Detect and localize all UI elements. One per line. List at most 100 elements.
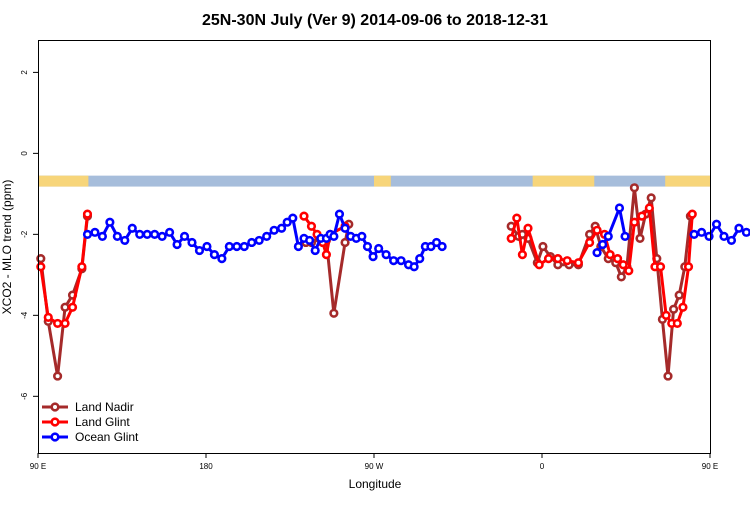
data-point — [62, 320, 69, 327]
data-point — [689, 211, 696, 218]
legend-marker — [52, 434, 59, 441]
data-point — [364, 243, 371, 250]
data-point — [301, 213, 308, 220]
data-point — [84, 211, 91, 218]
data-point — [271, 227, 278, 234]
data-point — [375, 245, 382, 252]
data-point — [331, 310, 338, 317]
data-point — [204, 243, 211, 250]
x-tick-label: 0 — [540, 462, 545, 471]
data-point — [706, 233, 713, 240]
data-point — [45, 314, 52, 321]
data-point — [594, 227, 601, 234]
legend-marker — [52, 419, 59, 426]
data-point — [508, 235, 515, 242]
data-point — [721, 233, 728, 240]
data-point — [323, 251, 330, 258]
series-line-segment — [58, 307, 65, 376]
series-line-segment — [48, 321, 57, 376]
data-point — [295, 243, 302, 250]
data-point — [383, 251, 390, 258]
data-point — [122, 237, 129, 244]
data-point — [306, 237, 313, 244]
data-point — [631, 184, 638, 191]
data-point — [743, 229, 750, 236]
legend-label: Ocean Glint — [75, 430, 139, 444]
data-point — [663, 312, 670, 319]
chart-title: 25N-30N July (Ver 9) 2014-09-06 to 2018-… — [202, 12, 548, 29]
data-point — [92, 229, 99, 236]
data-point — [736, 225, 743, 232]
series-line-segment — [41, 267, 48, 318]
x-tick-label: 180 — [199, 462, 213, 471]
data-point — [685, 263, 692, 270]
y-tick-label: 2 — [20, 70, 29, 75]
data-point — [605, 233, 612, 240]
data-point — [594, 249, 601, 256]
data-point — [525, 225, 532, 232]
x-tick-label: 90 E — [702, 462, 718, 471]
data-point — [665, 373, 672, 380]
data-point — [79, 263, 86, 270]
data-point — [646, 205, 653, 212]
y-tick-label: 0 — [20, 151, 29, 156]
data-point — [536, 261, 543, 268]
data-point — [219, 255, 226, 262]
data-point — [439, 243, 446, 250]
data-point — [226, 243, 233, 250]
data-point — [599, 241, 606, 248]
data-point — [390, 257, 397, 264]
data-point — [398, 257, 405, 264]
y-tick-label: -4 — [20, 311, 29, 319]
data-point — [129, 225, 136, 232]
data-point — [586, 239, 593, 246]
data-point — [680, 304, 687, 311]
legend-item: Land Nadir — [42, 400, 134, 414]
data-point — [99, 233, 106, 240]
legend-item: Ocean Glint — [42, 430, 139, 444]
data-point — [211, 251, 218, 258]
data-point — [107, 219, 114, 226]
y-tick-label: -6 — [20, 392, 29, 400]
series-line-segment — [662, 319, 668, 376]
data-point — [234, 243, 241, 250]
series-land-nadir — [38, 184, 694, 379]
data-point — [241, 243, 248, 250]
data-point — [166, 229, 173, 236]
data-point — [698, 229, 705, 236]
data-point — [622, 233, 629, 240]
x-tick-label: 90 E — [30, 462, 46, 471]
data-point — [728, 237, 735, 244]
land-segment-0 — [38, 176, 88, 187]
data-point — [336, 211, 343, 218]
data-point — [575, 259, 582, 266]
data-point — [614, 255, 621, 262]
data-point — [159, 233, 166, 240]
data-point — [637, 235, 644, 242]
x-axis-label: Longitude — [349, 477, 402, 491]
data-point — [713, 221, 720, 228]
land-segment-1 — [374, 176, 391, 187]
data-point — [618, 274, 625, 281]
data-point — [555, 255, 562, 262]
data-point — [181, 233, 188, 240]
land-segment-2 — [533, 176, 595, 187]
data-point — [342, 225, 349, 232]
data-point — [626, 267, 633, 274]
data-point — [136, 231, 143, 238]
data-point — [416, 255, 423, 262]
data-point — [114, 233, 121, 240]
data-point — [691, 231, 698, 238]
land-segment-3 — [665, 176, 710, 187]
legend-label: Land Nadir — [75, 400, 134, 414]
legend-label: Land Glint — [75, 415, 130, 429]
data-point — [411, 263, 418, 270]
data-point — [84, 231, 91, 238]
y-axis-label: XCO2 - MLO trend (ppm) — [0, 180, 14, 315]
series-line-segment — [82, 214, 88, 267]
data-point — [342, 239, 349, 246]
data-point — [62, 304, 69, 311]
